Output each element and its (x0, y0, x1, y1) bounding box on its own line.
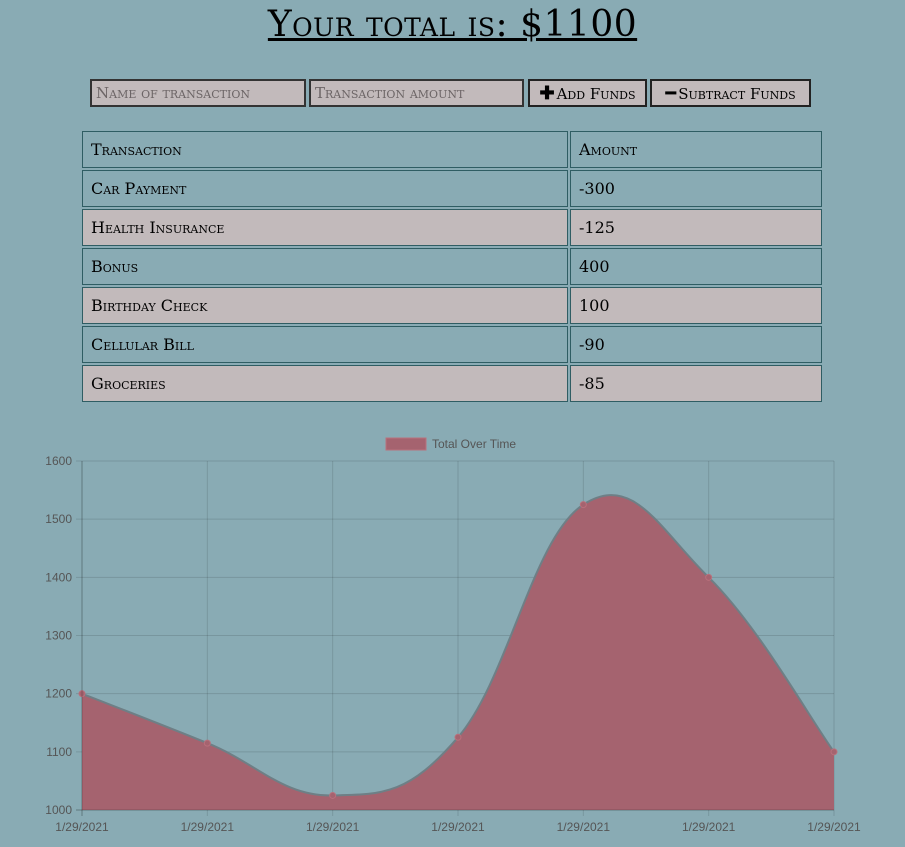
y-tick-label: 1400 (45, 570, 72, 584)
transaction-name: Health Insurance (82, 209, 568, 246)
data-point (78, 690, 86, 698)
transactions-table-container[interactable]: Transaction Amount Car Payment -300 Heal… (0, 0, 905, 429)
data-point (579, 501, 587, 509)
column-header-transaction: Transaction (82, 131, 568, 168)
data-point (454, 733, 462, 741)
transaction-amount: -300 (570, 170, 822, 207)
subtract-funds-label: Subtract Funds (678, 84, 796, 103)
data-point (705, 573, 713, 581)
table-header-row: Transaction Amount (82, 131, 822, 168)
subtract-funds-button[interactable]: ━ Subtract Funds (650, 79, 811, 107)
table-row: Groceries -85 (82, 365, 822, 402)
data-point (830, 748, 838, 756)
add-funds-label: Add Funds (556, 84, 636, 103)
table-row: Cellular Bill -90 (82, 326, 822, 363)
table-row: Car Payment -300 (82, 170, 822, 207)
minus-icon: ━ (665, 82, 677, 104)
table-row: Bonus 400 (82, 248, 822, 285)
x-tick-label: 1/29/2021 (306, 820, 360, 834)
series-area (82, 495, 834, 810)
transaction-amount: -125 (570, 209, 822, 246)
data-point (203, 739, 211, 747)
transactions-table: Transaction Amount Car Payment -300 Heal… (80, 129, 824, 404)
table-row: Birthday Check 100 (82, 287, 822, 324)
transaction-name-input[interactable] (90, 79, 306, 107)
y-tick-label: 1200 (45, 687, 72, 701)
legend-label: Total Over Time (432, 437, 516, 451)
transaction-amount: -90 (570, 326, 822, 363)
x-tick-label: 1/29/2021 (55, 820, 109, 834)
transaction-amount: 100 (570, 287, 822, 324)
legend-swatch (385, 437, 427, 451)
add-funds-button[interactable]: ✚ Add Funds (528, 79, 647, 107)
data-point (329, 791, 337, 799)
x-tick-label: 1/29/2021 (431, 820, 485, 834)
transaction-amount: -85 (570, 365, 822, 402)
page-title: Your total is: $1100 (267, 4, 638, 45)
plus-icon: ✚ (539, 82, 555, 104)
y-tick-label: 1600 (45, 454, 72, 468)
x-tick-label: 1/29/2021 (557, 820, 611, 834)
x-tick-label: 1/29/2021 (181, 820, 235, 834)
y-tick-label: 1300 (45, 629, 72, 643)
transaction-name: Birthday Check (82, 287, 568, 324)
y-tick-label: 1500 (45, 512, 72, 526)
y-tick-label: 1000 (45, 803, 72, 817)
transaction-amount: 400 (570, 248, 822, 285)
transaction-name: Groceries (82, 365, 568, 402)
transaction-name: Car Payment (82, 170, 568, 207)
x-tick-label: 1/29/2021 (807, 820, 861, 834)
column-header-amount: Amount (570, 131, 822, 168)
transaction-amount-input[interactable] (309, 79, 524, 107)
transaction-name: Cellular Bill (82, 326, 568, 363)
table-row: Health Insurance -125 (82, 209, 822, 246)
x-tick-label: 1/29/2021 (682, 820, 736, 834)
y-tick-label: 1100 (46, 745, 72, 759)
transaction-name: Bonus (82, 248, 568, 285)
total-over-time-chart: 1000 1100 1200 1300 1400 1500 1600 1/29/2021 1/2… (45, 437, 861, 834)
